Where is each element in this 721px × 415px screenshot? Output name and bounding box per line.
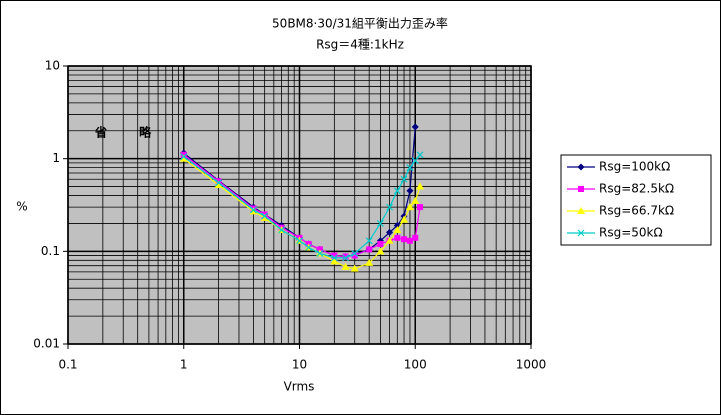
x-tick-label: 1000 — [516, 358, 547, 372]
point — [342, 254, 349, 262]
point — [260, 213, 269, 221]
point — [351, 249, 359, 257]
y-tick-label: 1 — [52, 151, 60, 165]
point — [386, 228, 394, 236]
point — [316, 249, 324, 257]
point — [394, 234, 401, 241]
point — [416, 182, 425, 190]
point — [406, 237, 413, 244]
point — [296, 237, 303, 245]
point — [179, 154, 188, 162]
point — [376, 220, 384, 227]
point — [393, 225, 402, 233]
point — [411, 157, 419, 165]
point — [250, 206, 257, 214]
point — [366, 246, 373, 253]
point — [416, 151, 424, 159]
chart-subtitle: Rsg＝4種:1kHz — [316, 38, 404, 52]
legend-marker — [577, 163, 585, 171]
point — [261, 212, 269, 220]
point — [341, 262, 350, 270]
point — [316, 246, 323, 253]
x-tick-label: 0.1 — [58, 358, 77, 372]
point — [393, 187, 401, 195]
legend-label: Rsg=82.5kΩ — [599, 182, 674, 196]
point — [278, 226, 285, 234]
point — [385, 236, 394, 244]
y-tick-label: 10 — [45, 59, 60, 73]
legend-label: Rsg=50kΩ — [599, 226, 663, 240]
legend-label: Rsg=100kΩ — [599, 160, 670, 174]
y-tick-label: 0.01 — [33, 337, 60, 351]
point — [305, 244, 313, 251]
point — [180, 153, 188, 161]
point — [405, 203, 414, 211]
legend-box — [560, 154, 712, 246]
point — [331, 252, 338, 259]
point — [406, 164, 414, 172]
point — [365, 237, 373, 245]
point — [350, 264, 359, 272]
point — [215, 179, 223, 187]
annotation: 省 略 — [94, 125, 165, 140]
point — [330, 254, 338, 262]
point — [365, 258, 374, 266]
y-axis-label: % — [16, 200, 27, 214]
legend-marker — [577, 229, 585, 237]
x-tick-label: 1 — [180, 358, 188, 372]
y-tick-label: 0.1 — [41, 244, 60, 258]
point — [411, 196, 420, 204]
point — [376, 247, 385, 255]
point — [400, 175, 408, 183]
point — [400, 215, 409, 223]
point — [351, 252, 358, 259]
point — [342, 253, 349, 260]
x-tick-label: 100 — [404, 358, 427, 372]
point — [401, 236, 408, 243]
point — [330, 257, 339, 265]
point — [406, 187, 414, 195]
x-tick-label: 10 — [292, 358, 307, 372]
point — [214, 180, 223, 188]
plot-border — [67, 65, 532, 345]
point — [412, 234, 419, 241]
point — [411, 123, 419, 131]
legend-marker — [577, 207, 585, 214]
legend-marker — [578, 186, 584, 192]
point — [386, 203, 393, 211]
point — [417, 204, 424, 211]
x-axis-label: Vrms — [284, 380, 315, 394]
point — [377, 240, 384, 247]
chart-title: 50BM8·30/31組平衡出力歪み率 — [272, 16, 448, 31]
legend-label: Rsg=66.7kΩ — [599, 204, 674, 218]
